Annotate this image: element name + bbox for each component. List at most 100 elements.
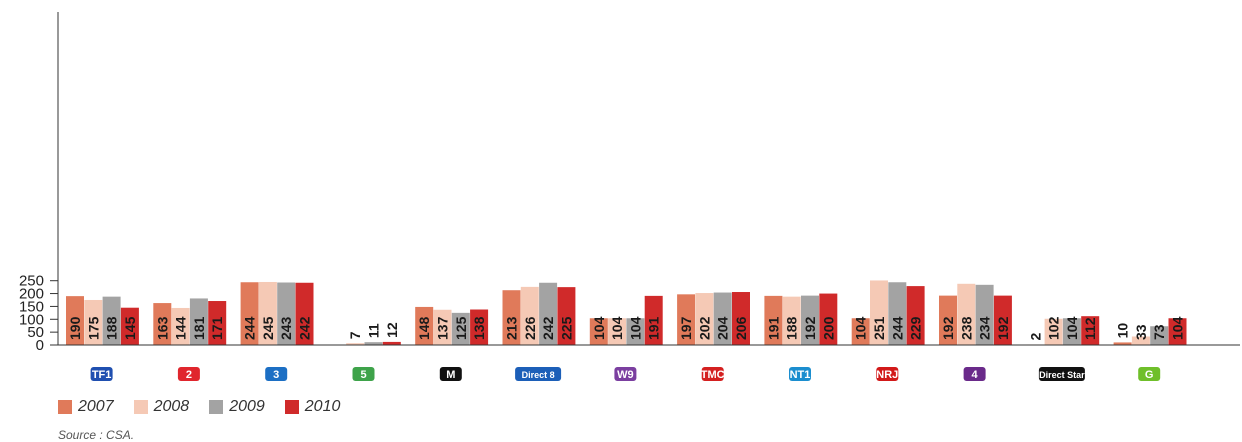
bar-value-label: 245 — [260, 316, 276, 340]
bar — [975, 284, 994, 345]
bar-value-label: 191 — [765, 316, 781, 340]
bar-value-label: 192 — [940, 316, 956, 340]
bar-value-label: 104 — [591, 316, 607, 340]
bar-value-label: 104 — [853, 316, 869, 340]
channel-logo-icon: 4 — [963, 367, 986, 381]
logo-text: 2 — [186, 369, 192, 381]
legend-label-2008: 2008 — [153, 398, 190, 415]
bar-value-label: 2 — [1027, 332, 1043, 340]
logo-shape — [90, 367, 113, 381]
bar-value-label: 188 — [784, 316, 800, 340]
logo-shape — [265, 367, 288, 381]
bar — [782, 296, 801, 345]
y-tick-label: 200 — [19, 286, 44, 303]
logo-shape — [701, 367, 724, 381]
logo-shape — [352, 367, 375, 381]
bar — [277, 282, 296, 345]
legend-item-2010: 2010 — [284, 398, 340, 416]
source-note: Source : CSA. — [58, 428, 135, 442]
logo-text: G — [1145, 369, 1154, 381]
bar-value-label: 137 — [435, 316, 451, 340]
bar-value-label: 234 — [977, 316, 993, 340]
bar-value-label: 12 — [384, 322, 400, 338]
bar — [851, 318, 870, 345]
logo-text: Direct Star — [1039, 370, 1085, 380]
bar — [258, 281, 277, 345]
logo-text: NT1 — [790, 369, 811, 381]
bar-value-label: 244 — [242, 316, 258, 340]
bar-value-label: 192 — [995, 316, 1011, 340]
bar-value-label: 251 — [871, 316, 887, 340]
logo-text: 5 — [360, 369, 366, 381]
bar — [1113, 342, 1132, 345]
bar-value-label: 102 — [1046, 316, 1062, 340]
y-tick-label: 250 — [19, 273, 44, 290]
logo-text: 3 — [273, 369, 279, 381]
bar — [801, 295, 819, 345]
bar-value-label: 7 — [347, 331, 363, 339]
bar-value-label: 104 — [627, 316, 643, 340]
logo-shape — [963, 367, 986, 381]
bar-value-label: 73 — [1151, 324, 1167, 340]
bar — [502, 290, 521, 345]
logo-text: Direct 8 — [522, 370, 555, 380]
channel-logo-icon: W9 — [614, 367, 637, 381]
bar — [539, 282, 558, 345]
bar — [382, 341, 401, 345]
bar — [240, 282, 259, 345]
bar-value-label: 242 — [540, 316, 556, 340]
bar-value-label: 243 — [278, 316, 294, 340]
channel-logo-icon: NRJ — [876, 367, 898, 381]
legend-label-2007: 2007 — [78, 398, 114, 415]
logo-text: M — [446, 369, 455, 381]
bar — [677, 294, 696, 345]
bar — [888, 282, 907, 345]
channel-logo-icon: 2 — [177, 367, 200, 381]
bar — [415, 306, 434, 345]
bar — [713, 292, 732, 345]
legend-label-2009: 2009 — [229, 398, 265, 415]
channel-logos: TF1 2 3 5 M Direct 8 W9 TMC NT1 NRJ 4 Direct Star G — [90, 367, 1161, 381]
bar — [451, 312, 470, 345]
bar — [346, 343, 365, 345]
bar-value-label: 33 — [1133, 324, 1149, 340]
logo-shape — [614, 367, 637, 381]
bar-value-label: 148 — [416, 316, 432, 340]
bar — [1081, 316, 1100, 345]
bar — [189, 298, 208, 345]
bar-value-label: 204 — [715, 316, 731, 340]
logo-shape — [177, 367, 200, 381]
bar-value-label: 181 — [191, 316, 207, 340]
logo-text: TF1 — [92, 369, 112, 381]
bar-value-label: 11 — [366, 323, 382, 338]
bar-value-label: 188 — [104, 316, 120, 340]
bar-value-label: 242 — [297, 316, 313, 340]
bar — [993, 295, 1012, 345]
legend-item-2009: 2009 — [209, 398, 265, 416]
bar — [557, 287, 576, 345]
channel-logo-icon: NT1 — [789, 367, 811, 381]
legend-swatch-2010 — [284, 400, 299, 414]
bar — [870, 280, 888, 345]
bar — [171, 307, 190, 345]
bar — [1044, 318, 1063, 345]
logo-shape — [1038, 367, 1085, 381]
logo-text: TMC — [701, 369, 725, 381]
bar-value-label: 229 — [908, 316, 924, 340]
channel-logo-icon: TMC — [701, 367, 725, 381]
bar-value-label: 163 — [154, 316, 170, 340]
bar-value-label: 104 — [1064, 316, 1080, 340]
bar-value-label: 145 — [122, 316, 138, 340]
bar — [66, 296, 84, 345]
bar — [364, 342, 383, 345]
bar-value-label: 144 — [173, 316, 189, 340]
channel-logo-icon: Direct 8 — [515, 367, 562, 381]
bar — [84, 299, 103, 345]
bar-value-label: 197 — [678, 316, 694, 340]
y-tick-label: 50 — [27, 324, 44, 341]
channel-logo-icon: G — [1138, 367, 1161, 381]
logo-shape — [789, 367, 811, 381]
bar-value-label: 175 — [85, 316, 101, 340]
